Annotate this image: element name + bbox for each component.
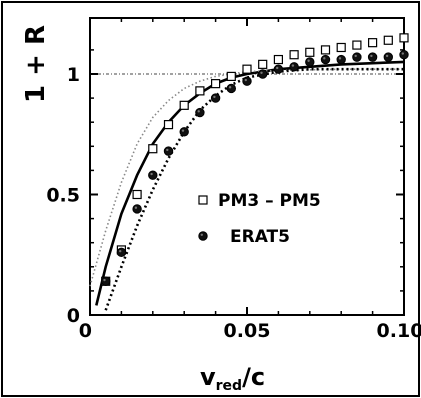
x-tick-label: 0 [79, 320, 92, 342]
legend-label: ERAT5 [230, 227, 290, 247]
data-point-pm [132, 189, 142, 200]
data-point-erat [242, 76, 252, 86]
data-point-pm [383, 35, 393, 45]
y-tick-label: 0 [67, 305, 80, 327]
legend-label: PM3 – PM5 [218, 191, 321, 211]
data-point-erat-highlight [291, 64, 295, 67]
data-point-erat [320, 54, 331, 65]
data-point-pm [148, 144, 158, 154]
data-point-erat [305, 57, 315, 67]
data-point-pm [211, 79, 221, 89]
data-point-erat-highlight [354, 54, 357, 58]
data-point-erat-highlight [166, 148, 169, 152]
data-point-pm [258, 59, 268, 69]
data-point-erat-highlight [228, 86, 232, 89]
data-point-erat-highlight [197, 110, 200, 113]
data-point-erat [210, 93, 221, 103]
data-point-erat-highlight [150, 172, 153, 176]
data-point-erat-highlight [276, 66, 279, 70]
data-point-erat [179, 127, 189, 137]
data-point-erat [336, 54, 346, 65]
data-point-pm [399, 33, 409, 43]
data-point-erat-highlight [244, 78, 247, 82]
data-point-pm [352, 40, 362, 50]
data-point-erat-highlight [385, 54, 389, 58]
data-point-erat-highlight [213, 95, 216, 99]
data-point-erat-highlight [338, 57, 342, 60]
data-point-pm [179, 100, 189, 110]
data-point-erat [116, 247, 127, 258]
data-point-erat [101, 276, 111, 286]
data-point-pm [226, 71, 236, 82]
data-point-erat [226, 83, 237, 94]
data-point-erat [352, 52, 362, 62]
data-point-pm [336, 42, 346, 53]
x-axis-label: vred/c [200, 363, 265, 394]
data-point-pm [242, 64, 252, 74]
data-point-erat [367, 52, 378, 62]
data-point-erat-highlight [119, 249, 122, 253]
data-point-erat-highlight [370, 54, 373, 58]
y-tick-label: 0.5 [46, 185, 80, 207]
data-point-erat-highlight [260, 71, 263, 75]
data-point-erat [258, 69, 268, 79]
data-point-pm [273, 54, 283, 65]
data-point-erat-highlight [323, 57, 326, 60]
data-point-pm [368, 38, 378, 48]
data-point-erat-highlight [307, 59, 310, 62]
data-point-erat [132, 204, 142, 214]
data-point-pm [305, 47, 315, 57]
y-tick-label: 1 [67, 64, 80, 86]
data-point-pm [320, 45, 331, 55]
data-point-erat-highlight [181, 129, 185, 132]
data-point-pm [163, 120, 174, 130]
data-point-erat [399, 50, 409, 60]
legend-marker [198, 231, 208, 241]
x-tick-label: 0.10 [377, 320, 421, 342]
data-point-pm [289, 50, 299, 60]
curve-dotted-heavy [104, 67, 404, 311]
y-axis-label: 1 + R [21, 25, 51, 103]
legend-marker-highlight [200, 233, 203, 236]
data-point-erat [148, 170, 158, 180]
legend-marker [198, 195, 208, 205]
x-tick-label: 0.05 [224, 320, 271, 342]
data-point-erat [289, 62, 299, 72]
data-point-erat-highlight [103, 278, 106, 282]
curve-solid [95, 60, 405, 306]
data-point-erat [195, 107, 205, 118]
data-point-erat [383, 52, 393, 62]
data-point-pm [195, 86, 205, 96]
data-point-erat-highlight [401, 52, 404, 55]
data-point-erat [163, 146, 174, 156]
data-point-erat-highlight [134, 206, 138, 209]
data-point-erat [273, 64, 284, 74]
